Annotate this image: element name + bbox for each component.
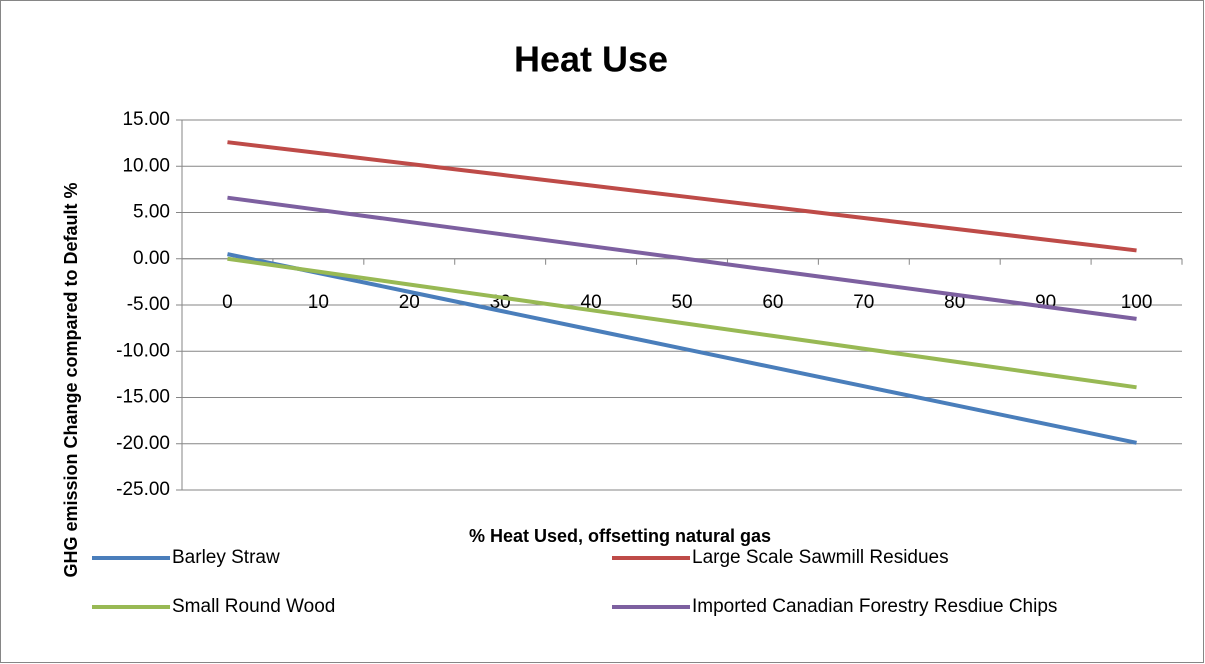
x-tick-label: 20 (399, 292, 420, 313)
y-axis-title: GHG emission Change compared to Default … (61, 182, 81, 577)
y-tick-label: -25.00 (116, 479, 170, 500)
y-tick-label: 0.00 (133, 248, 170, 269)
legend-label: Barley Straw (172, 547, 280, 568)
y-tick-label: 10.00 (122, 155, 170, 176)
y-tick-label: -5.00 (127, 294, 170, 315)
y-tick-label: 5.00 (133, 202, 170, 223)
chart-title: Heat Use (514, 39, 668, 80)
series-line (227, 252, 1137, 445)
legend-label: Small Round Wood (172, 596, 335, 617)
x-axis-title: % Heat Used, offsetting natural gas (469, 526, 771, 546)
y-tick-label: -20.00 (116, 433, 170, 454)
x-tick-label: 70 (853, 292, 874, 313)
series-line (227, 195, 1137, 321)
legend-label: Imported Canadian Forestry Resdiue Chips (692, 596, 1057, 617)
x-tick-label: 10 (308, 292, 329, 313)
y-tick-label: -15.00 (116, 387, 170, 408)
y-tick-label: -10.00 (116, 340, 170, 361)
x-tick-label: 100 (1121, 292, 1153, 313)
legend-label: Large Scale Sawmill Residues (692, 547, 949, 568)
x-tick-label: 60 (762, 292, 783, 313)
series-line (227, 256, 1137, 390)
series-line (227, 140, 1137, 253)
y-tick-label: 15.00 (122, 109, 170, 130)
x-tick-label: 50 (671, 292, 692, 313)
x-tick-label: 0 (222, 292, 233, 313)
